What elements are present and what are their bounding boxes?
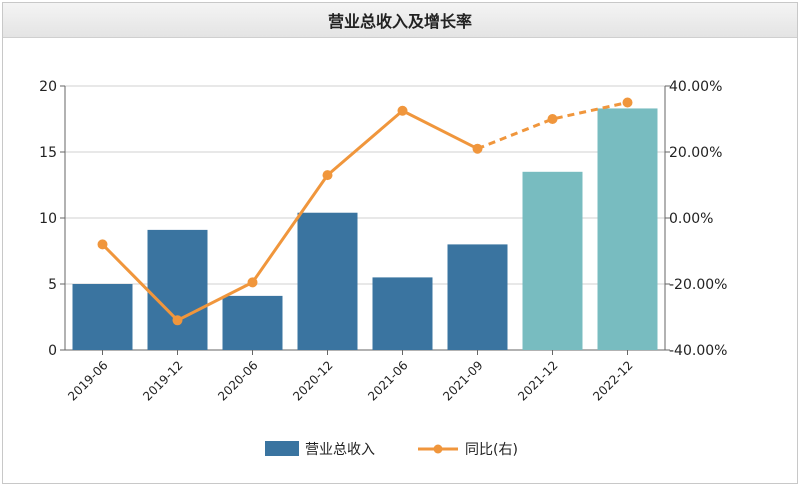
chart-title: 营业总收入及增长率 — [327, 12, 472, 31]
growth-point — [622, 97, 633, 108]
x-tick-label: 2022-12 — [590, 358, 635, 403]
bar — [147, 229, 208, 350]
bar — [372, 277, 433, 350]
legend-swatch-revenue — [265, 441, 299, 456]
bar — [297, 212, 358, 350]
x-tick-label: 2019-06 — [65, 358, 110, 403]
y-left-tick-label: 5 — [48, 277, 57, 293]
growth-point — [547, 114, 558, 124]
x-tick-label: 2020-06 — [215, 358, 260, 403]
y-right-tick-label: 40.00% — [669, 79, 722, 95]
legend-label-revenue: 营业总收入 — [305, 442, 375, 458]
bar — [597, 108, 658, 350]
bar — [522, 171, 583, 350]
bar — [222, 295, 283, 350]
growth-point — [397, 105, 408, 116]
x-tick-label: 2021-09 — [440, 358, 485, 403]
legend-label-growth: 同比(右) — [465, 442, 518, 458]
growth-line-dashed — [476, 101, 628, 151]
y-right-tick-label: 0.00% — [669, 211, 713, 227]
title-bar: 营业总收入及增长率 — [3, 3, 797, 38]
y-left-tick-label: 15 — [39, 145, 57, 161]
y-right-tick-label: -40.00% — [669, 343, 727, 359]
x-tick-label: 2019-12 — [140, 358, 185, 403]
chart-canvas: 0 5 10 15 20 -40.00% -20.00% 0.00% 20.00% 40.00% 2… — [39, 79, 727, 458]
bar — [72, 284, 133, 350]
legend-marker-growth — [433, 444, 443, 454]
y-left-tick-label: 10 — [39, 211, 57, 227]
bar — [447, 244, 508, 350]
growth-line-solid — [101, 109, 479, 322]
x-tick-label: 2021-12 — [515, 358, 560, 403]
y-right-tick-label: 20.00% — [669, 145, 722, 161]
growth-point — [97, 239, 108, 250]
y-right-tick-label: -20.00% — [669, 277, 727, 293]
growth-point — [322, 170, 333, 181]
x-tick-label: 2021-06 — [365, 358, 410, 403]
y-left-tick-label: 20 — [39, 79, 57, 95]
y-left-tick-label: 0 — [48, 343, 57, 359]
x-tick-label: 2020-12 — [290, 358, 335, 403]
growth-point — [247, 277, 258, 288]
growth-point — [172, 315, 183, 326]
growth-point — [472, 143, 483, 154]
